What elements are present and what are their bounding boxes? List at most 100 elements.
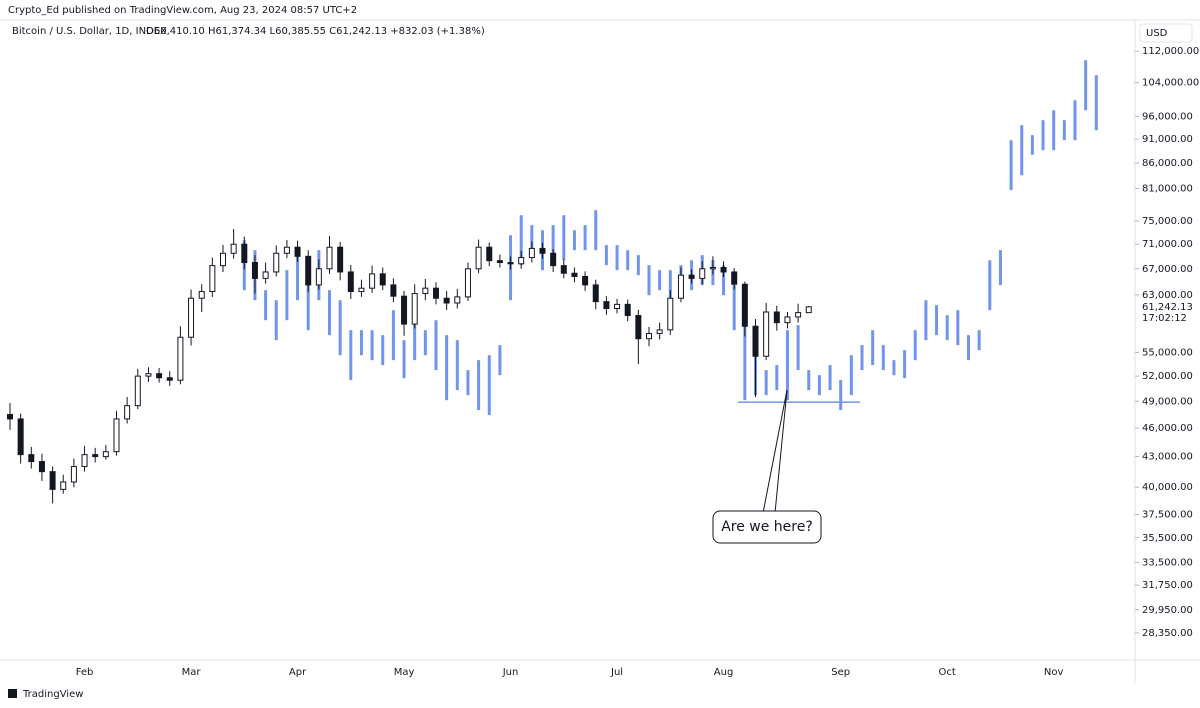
candle-body	[369, 273, 376, 289]
candle-body	[49, 471, 56, 490]
candle-body	[603, 301, 610, 310]
range-bar	[903, 350, 907, 379]
range-bar	[359, 330, 363, 356]
range-bar	[572, 230, 576, 251]
range-bar	[402, 340, 406, 379]
range-bar	[338, 300, 342, 356]
range-bar	[785, 330, 789, 401]
range-bar	[349, 330, 353, 381]
candle-body	[294, 246, 301, 257]
range-bar	[274, 300, 278, 341]
candle-body	[305, 255, 312, 286]
candle-body	[113, 418, 120, 453]
range-bar	[562, 215, 566, 261]
range-bar	[285, 270, 289, 321]
range-bar	[881, 345, 885, 371]
annotation: Are we here?	[721, 519, 813, 535]
candle-body	[60, 481, 67, 490]
range-bar	[391, 310, 395, 361]
countdown: 17:02:12	[1142, 313, 1187, 324]
range-bar	[764, 370, 768, 396]
y-tick-label: 35,500.00	[1142, 533, 1193, 544]
brand-name: TradingView	[22, 689, 83, 700]
range-bar	[871, 330, 875, 366]
currency-box	[1139, 23, 1193, 43]
y-tick-label: 37,500.00	[1142, 510, 1193, 521]
currency: USD	[1146, 28, 1168, 39]
candle-body	[518, 257, 525, 265]
y-tick-label: 52,000.00	[1142, 371, 1193, 382]
last-price-label: 61,242.13	[1142, 302, 1193, 313]
range-bar	[1041, 120, 1045, 151]
candle-body	[795, 312, 802, 318]
candle-body	[134, 375, 141, 407]
y-tick-label: 33,500.00	[1142, 557, 1193, 568]
candle-body	[188, 297, 195, 338]
callout-box	[712, 510, 822, 544]
range-bar	[967, 335, 970, 361]
candle-body	[496, 260, 503, 264]
range-bar	[839, 380, 843, 411]
candle-body	[283, 246, 290, 254]
brand-logo	[8, 689, 17, 698]
range-bar	[807, 370, 811, 391]
x-tick-label: Mar	[182, 667, 202, 678]
symbol: Bitcoin / U.S. Dollar, 1D, INDEX	[12, 26, 167, 37]
last-price-box	[1136, 298, 1200, 325]
plot	[7, 60, 1098, 504]
x-tick-label: Aug	[714, 667, 734, 678]
candle-body	[592, 284, 599, 303]
candle-body	[646, 333, 652, 340]
range-bar	[892, 360, 896, 376]
y-tick-label: 29,950.00	[1142, 605, 1193, 616]
range-bar	[434, 320, 438, 371]
range-bar	[306, 280, 310, 331]
range-bar	[860, 345, 864, 371]
y-tick-label: 67,000.00	[1142, 264, 1193, 275]
candle-body	[699, 268, 706, 279]
range-bar	[849, 355, 853, 396]
range-bar	[615, 245, 619, 271]
candle-body	[731, 271, 738, 285]
x-tick-label: May	[394, 667, 415, 678]
candle-body	[273, 252, 280, 273]
candle-body	[251, 262, 258, 279]
range-bar	[551, 225, 555, 261]
range-bar	[381, 335, 385, 366]
candle-body	[582, 275, 589, 286]
candle-body	[411, 293, 418, 325]
y-tick-label: 49,000.00	[1142, 396, 1193, 407]
y-tick-label: 28,350.00	[1142, 628, 1193, 639]
range-bar	[583, 225, 587, 251]
range-bar	[413, 320, 417, 361]
candle-body	[773, 311, 780, 324]
x-tick-label: Oct	[939, 667, 956, 678]
x-tick-label: Jun	[502, 667, 519, 678]
range-bar	[1052, 110, 1056, 151]
range-bar	[423, 330, 427, 356]
range-bar	[477, 360, 481, 411]
byline: Crypto_Ed published on TradingView.com, …	[8, 5, 357, 16]
range-bar	[466, 370, 470, 396]
range-bar	[445, 335, 449, 401]
candle-body	[358, 287, 365, 293]
candle-body	[763, 311, 770, 357]
range-bar	[1073, 100, 1077, 141]
candle-body	[539, 247, 546, 254]
candle-body	[326, 246, 333, 270]
candle-body	[198, 291, 205, 299]
candle-body	[401, 295, 408, 325]
brand: TradingView	[8, 689, 83, 700]
candle-body	[528, 247, 535, 259]
y-tick-label: 81,000.00	[1142, 183, 1193, 194]
range-bar	[370, 330, 374, 361]
candle-body	[17, 418, 24, 456]
candle-body	[560, 265, 567, 274]
candle-body	[220, 252, 226, 267]
candle-body	[486, 246, 493, 262]
range-bar	[498, 345, 502, 376]
range-bar	[626, 250, 630, 271]
candle-body	[28, 454, 35, 463]
candle-body	[92, 454, 99, 458]
